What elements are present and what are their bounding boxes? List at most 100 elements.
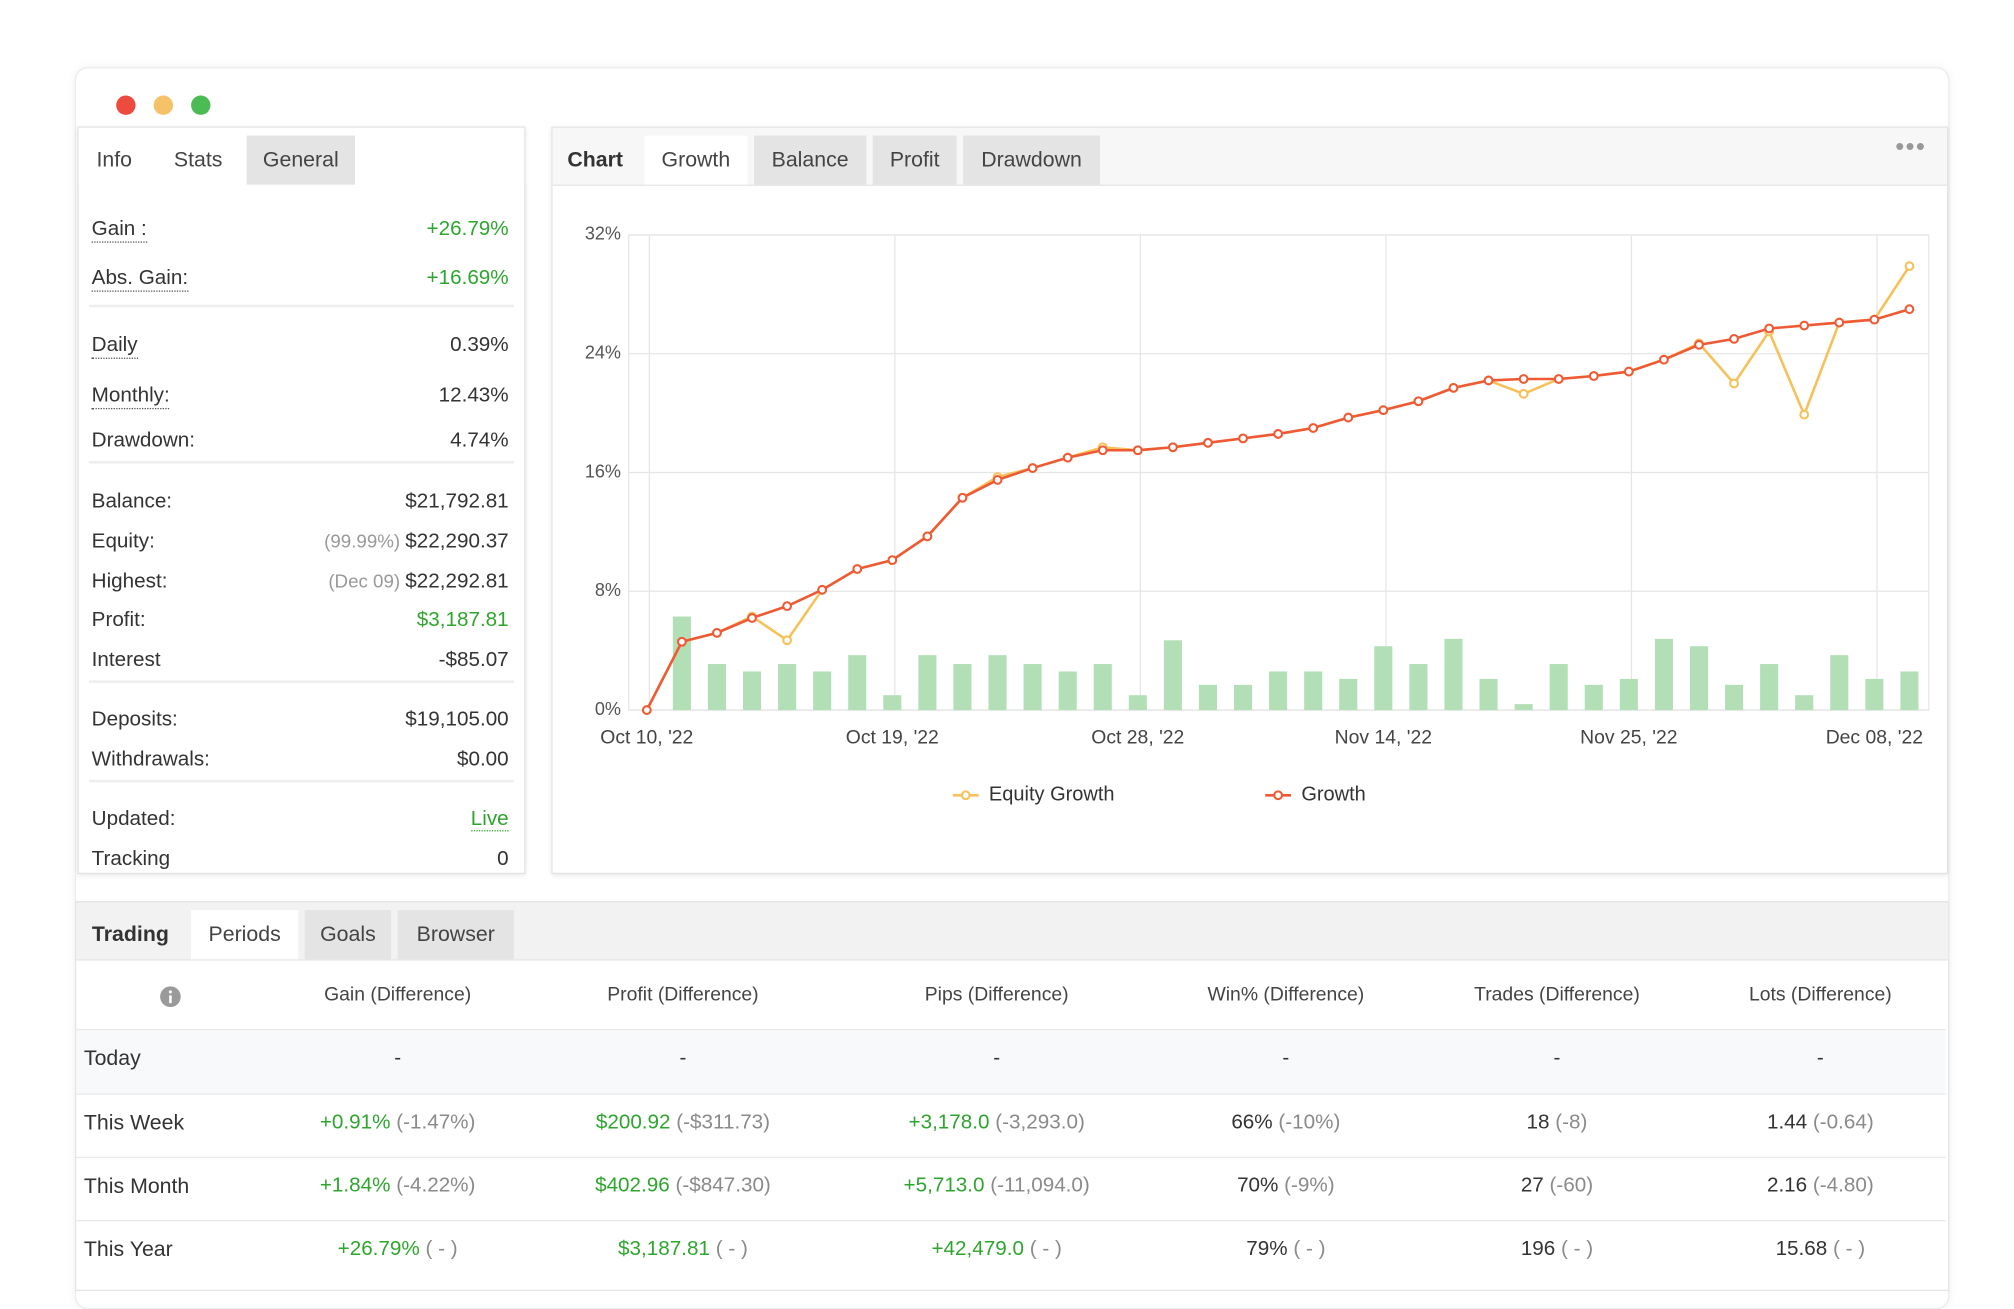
cell-difference: (-0.64): [1812, 1111, 1874, 1134]
bar: [1198, 684, 1218, 711]
tab[interactable]: Stats: [156, 135, 241, 185]
info-icon[interactable]: [159, 985, 182, 1008]
point: [782, 635, 793, 646]
bar: [1549, 664, 1568, 711]
stat-value-wrap: $0.00: [457, 749, 509, 772]
stat-value: $3,187.81: [416, 609, 509, 632]
point: [922, 531, 933, 542]
point: [817, 584, 828, 595]
stat-value-wrap: (99.99%) $22,290.37: [324, 531, 509, 554]
separator: [89, 680, 514, 683]
stat-row: Monthly: 12.43%: [91, 385, 509, 416]
stat-value-wrap: 4.74%: [450, 430, 509, 453]
table-cell: -: [243, 1047, 553, 1070]
bar: [1619, 678, 1638, 711]
minimize-button[interactable]: [153, 95, 173, 115]
bar: [918, 655, 937, 711]
stat-value: +16.69%: [426, 267, 509, 290]
point: [1904, 261, 1915, 272]
cell-difference: ( - ): [715, 1238, 748, 1261]
cell-value: $402.96: [595, 1174, 670, 1197]
cell-value: +42,479.0: [931, 1238, 1024, 1261]
chart: 0% 8% 16% 24% 32% Oct 10, '22 Oct 19, '22 Oct 2…: [585, 224, 1930, 806]
table-cell: $3,187.81 ( - ): [528, 1238, 838, 1261]
point: [1203, 437, 1213, 448]
tab[interactable]: Info: [96, 148, 133, 172]
column-header: Lots (Difference): [1748, 983, 1892, 1006]
point: [1027, 463, 1038, 473]
point: [992, 475, 1003, 485]
tab-strip: Chart Growth Balance Profit Drawdown •••: [552, 127, 1947, 186]
tab[interactable]: Trading: [91, 923, 169, 947]
table-cell: 196 ( - ): [1402, 1238, 1712, 1261]
stat-label: Drawdown:: [91, 429, 195, 452]
bar: [1023, 664, 1042, 711]
stat-value[interactable]: Live: [470, 808, 509, 832]
tab[interactable]: Balance: [753, 135, 867, 185]
cell-difference: (-8): [1555, 1111, 1588, 1134]
y-tick-label: 16%: [585, 461, 621, 481]
stat-row: Tracking 0: [92, 848, 509, 879]
point: [1904, 304, 1915, 315]
stat-label: Daily: [91, 334, 138, 359]
table-cell: 27 (-60): [1402, 1175, 1712, 1198]
stat-label: Interest: [91, 649, 161, 672]
point: [1238, 433, 1248, 444]
stat-label: Tracking: [91, 848, 171, 871]
bar: [1725, 684, 1744, 711]
bar: [1830, 655, 1849, 711]
table-row: Today - - - - - -: [76, 1028, 1946, 1094]
tab[interactable]: Drawdown: [963, 135, 1100, 185]
tab-strip: Info Stats General: [78, 127, 525, 185]
close-button[interactable]: [116, 95, 136, 115]
stat-value-wrap: 12.43%: [439, 385, 509, 408]
tab[interactable]: Chart: [567, 148, 623, 172]
cell-difference: (-9%): [1284, 1174, 1335, 1197]
cell-value: -: [1282, 1047, 1290, 1069]
point: [1167, 442, 1178, 453]
stat-value-wrap: 0: [497, 848, 508, 871]
bar: [1058, 671, 1077, 711]
stat-label: Profit:: [91, 609, 146, 632]
cell-value: 196: [1520, 1238, 1556, 1261]
cell-difference: (-1.47%): [396, 1111, 476, 1134]
bar: [707, 664, 726, 711]
stat-label: Withdrawals:: [91, 748, 210, 771]
cell-difference: (-$311.73): [676, 1111, 771, 1134]
point: [676, 636, 687, 647]
bar: [778, 664, 797, 711]
x-tick-label: Dec 08, '22: [1826, 727, 1923, 749]
menu-button[interactable]: •••: [1895, 132, 1927, 162]
table-cell: $402.96 (-$847.30): [528, 1175, 838, 1198]
maximize-button[interactable]: [191, 95, 211, 115]
table-row: This Year +26.79% ( - ) $3,187.81 ( - ) +42…: [76, 1220, 1946, 1285]
cell-difference: (-60): [1549, 1174, 1594, 1197]
bar: [1374, 646, 1393, 711]
table-row: This Week +0.91% (-1.47%) $200.92 (-$311.7…: [76, 1093, 1946, 1159]
stat-row: Abs. Gain: +16.69%: [91, 267, 509, 298]
table-cell: $200.92 (-$311.73): [528, 1112, 838, 1135]
point: [1518, 374, 1529, 384]
stat-value: 12.43%: [438, 384, 509, 407]
cell-difference: (-4.22%): [396, 1174, 476, 1197]
table-cell: +0.91% (-1.47%): [243, 1112, 553, 1135]
stat-row: Withdrawals: $0.00: [92, 749, 509, 780]
tab[interactable]: Periods: [191, 910, 299, 960]
tab[interactable]: Browser: [397, 910, 514, 960]
tab[interactable]: Growth: [644, 135, 748, 185]
stat-value: $0.00: [456, 748, 509, 771]
cell-value: 2.16: [1766, 1174, 1808, 1197]
bar: [1514, 704, 1533, 711]
stat-value-wrap: +26.79%: [427, 218, 509, 241]
point: [1659, 354, 1669, 365]
bar: [1479, 678, 1498, 711]
y-tick-label: 8%: [595, 580, 621, 600]
stat-row: Equity: (99.99%) $22,290.37: [92, 531, 509, 562]
bar: [1900, 671, 1919, 711]
table-cell: 79% ( - ): [1131, 1238, 1441, 1261]
tab[interactable]: Goals: [304, 910, 392, 960]
row-label: This Month: [83, 1174, 190, 1199]
tab[interactable]: General: [246, 135, 356, 185]
cell-difference: (-11,094.0): [990, 1174, 1090, 1197]
tab[interactable]: Profit: [872, 135, 957, 185]
